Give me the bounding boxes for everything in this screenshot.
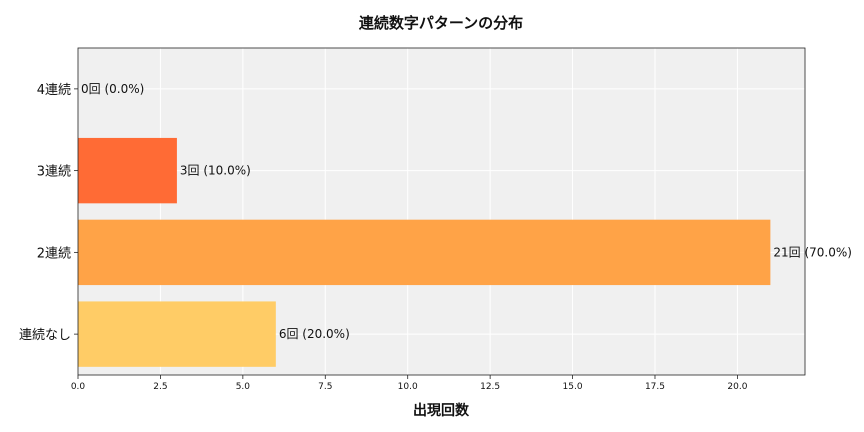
x-tick-label: 15.0 (563, 382, 583, 392)
x-tick-label: 10.0 (398, 382, 418, 392)
category-label: 連続なし (19, 328, 71, 343)
x-tick-label: 0.0 (71, 382, 86, 392)
bar (78, 137, 177, 204)
x-tick-label: 17.5 (645, 382, 665, 392)
data-labels: 6回 (20.0%) 21回 (70.0%) 3回 (10.0%) 0回 (0.0%) (81, 82, 852, 341)
category-label: 2連続 (37, 246, 71, 261)
data-label: 3回 (10.0%) (180, 164, 251, 178)
x-tick-label: 12.5 (480, 382, 500, 392)
bars (78, 137, 771, 367)
x-tick-label: 7.5 (318, 382, 332, 392)
category-label: 3連続 (37, 165, 71, 180)
x-tick-label: 2.5 (153, 382, 167, 392)
data-label: 21回 (70.0%) (773, 245, 852, 259)
plot-frame (77, 47, 806, 376)
chart-title: 連続数字パターンの分布 (359, 14, 523, 32)
category-labels: 連続なし 2連続 3連続 4連続 (19, 83, 78, 343)
x-tick-label: 5.0 (236, 382, 251, 392)
category-label: 4連続 (37, 83, 71, 98)
x-axis-label: 出現回数 (413, 402, 470, 419)
x-tick-label: 20.0 (727, 382, 747, 392)
bar (78, 301, 276, 367)
bar (78, 219, 771, 286)
data-label: 0回 (0.0%) (81, 82, 144, 96)
data-label: 6回 (20.0%) (279, 327, 350, 341)
x-ticks: 0.0 2.5 5.0 7.5 10.0 12.5 15.0 17.5 20.0 (71, 375, 748, 392)
